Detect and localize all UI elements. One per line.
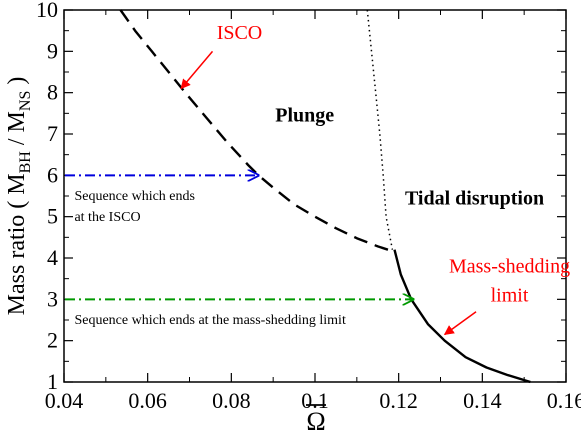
y-tick-label: 6	[47, 162, 58, 187]
y-tick-label: 3	[47, 286, 58, 311]
y-tick-label: 2	[47, 328, 58, 353]
x-tick-label: 0.04	[45, 388, 84, 413]
x-tick-label: 0.14	[463, 388, 502, 413]
axis-ticks: 0.04 0.06 0.08 0.1 0.12 0.14 0.16 1 2 3 4 5 6 7 8 9 10	[36, 0, 581, 413]
annotation-isco: ISCO	[217, 22, 263, 44]
y-tick-label: 8	[47, 80, 58, 105]
annotation-mass-shedding-1: Mass-shedding	[449, 255, 570, 277]
y-axis-title: Mass ratio ( MBH / MNS )	[4, 77, 34, 316]
x-tick-label: 0.12	[379, 388, 418, 413]
x-tick-label: 0.06	[128, 388, 167, 413]
annotation-seq-ms: Sequence which ends at the mass-shedding…	[74, 313, 345, 328]
y-tick-label: 1	[47, 369, 58, 394]
x-tick-label: 0.16	[547, 388, 581, 413]
series-line-mass-shedding	[393, 249, 531, 384]
annotation-seq-isco-2: at the ISCO	[74, 210, 140, 225]
y-tick-label: 4	[47, 245, 58, 270]
plot-area	[63, 9, 567, 383]
y-tick-label: 7	[47, 121, 58, 146]
y-tick-label: 5	[47, 204, 58, 229]
annotation-seq-isco-1: Sequence which ends	[74, 189, 195, 204]
y-tick-label: 9	[47, 38, 58, 63]
x-tick-label: 0.08	[212, 388, 251, 413]
annotation-plunge: Plunge	[275, 105, 334, 127]
x-axis-title: Ω	[306, 407, 325, 436]
arrow-mass-shedding-pointer	[443, 311, 477, 336]
annotation-mass-shedding-2: limit	[491, 284, 529, 306]
annotation-tidal: Tidal disruption	[405, 187, 544, 209]
arrow-isco-pointer	[180, 50, 214, 90]
annotations: ISCO Plunge Tidal disruption Mass-shedding l…	[74, 22, 570, 328]
y-tick-label: 10	[36, 0, 58, 22]
arrows	[65, 50, 477, 336]
x-tick-label: 0.1	[301, 388, 329, 413]
